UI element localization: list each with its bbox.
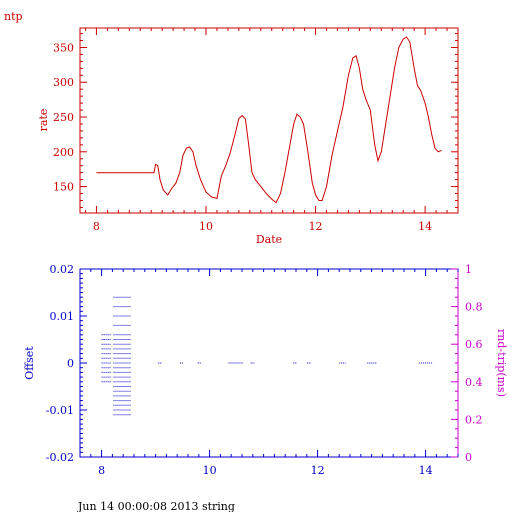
rtt-y-tick-label: 0.8: [465, 301, 483, 314]
offset-x-tick-label: 10: [203, 464, 217, 477]
rate-x-axis-label: Date: [256, 233, 282, 246]
rate-plot-frame: [79, 27, 459, 214]
offset-plot-frame: [79, 268, 459, 458]
rtt-y-tick-label: 0.4: [465, 376, 483, 389]
rtt-y-tick-label: 0.6: [465, 338, 483, 351]
rate-y-tick-label: 250: [53, 111, 74, 124]
offset-chart: 8 10 12 14 -0.02 -0.01 0 0.01 0.02 0 0.2 0.4 0.6 0.…: [23, 263, 508, 477]
rtt-y-tick-label: 0: [465, 451, 472, 464]
offset-y-tick-label: -0.02: [46, 451, 74, 464]
rtt-y-tick-label: 0.2: [465, 413, 483, 426]
rtt-y-axis-label: rnd-trip(ms): [495, 329, 508, 397]
offset-x-tick-label: 14: [419, 464, 433, 477]
rate-x-tick-label: 14: [418, 220, 432, 233]
rate-y-tick-label: 350: [53, 41, 74, 54]
footer-timestamp: Jun 14 00:00:08 2013 string: [77, 500, 235, 512]
offset-y-tick-label: 0.02: [50, 263, 75, 276]
rtt-y-tick-label: 1: [465, 263, 472, 276]
rate-y-tick-label: 150: [53, 181, 74, 194]
offset-y-tick-label: 0: [67, 357, 74, 370]
rate-chart: 8 10 12 14 150 200 250 300 350 Date rate: [37, 27, 459, 246]
rate-y-tick-label: 300: [53, 76, 74, 89]
offset-x-tick-label: 8: [98, 464, 105, 477]
rate-series-line: [96, 36, 442, 204]
rate-x-tick-label: 10: [199, 220, 213, 233]
offset-y-tick-label: 0.01: [50, 310, 75, 323]
offset-y-tick-label: -0.01: [46, 404, 74, 417]
rate-y-tick-label: 200: [53, 146, 74, 159]
rate-x-tick-label: 8: [93, 220, 100, 233]
program-label: ntp: [4, 10, 23, 23]
offset-x-tick-label: 12: [311, 464, 325, 477]
offset-y-axis-label: Offset: [23, 346, 36, 380]
rate-y-axis-label: rate: [37, 109, 50, 132]
rate-x-tick-label: 12: [309, 220, 323, 233]
